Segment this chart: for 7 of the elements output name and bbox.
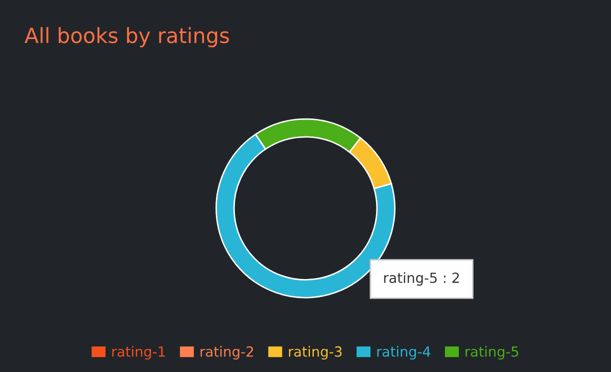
text: rating-5 : 2	[384, 272, 459, 286]
legend-label: rating-5	[466, 346, 518, 360]
legend-label: rating-1	[112, 346, 165, 360]
legend-label: rating-3	[288, 346, 342, 360]
legend-label: rating-4	[377, 346, 430, 360]
chart-title: All books by ratings	[24, 27, 229, 48]
legend-label: rating-2	[200, 346, 254, 360]
